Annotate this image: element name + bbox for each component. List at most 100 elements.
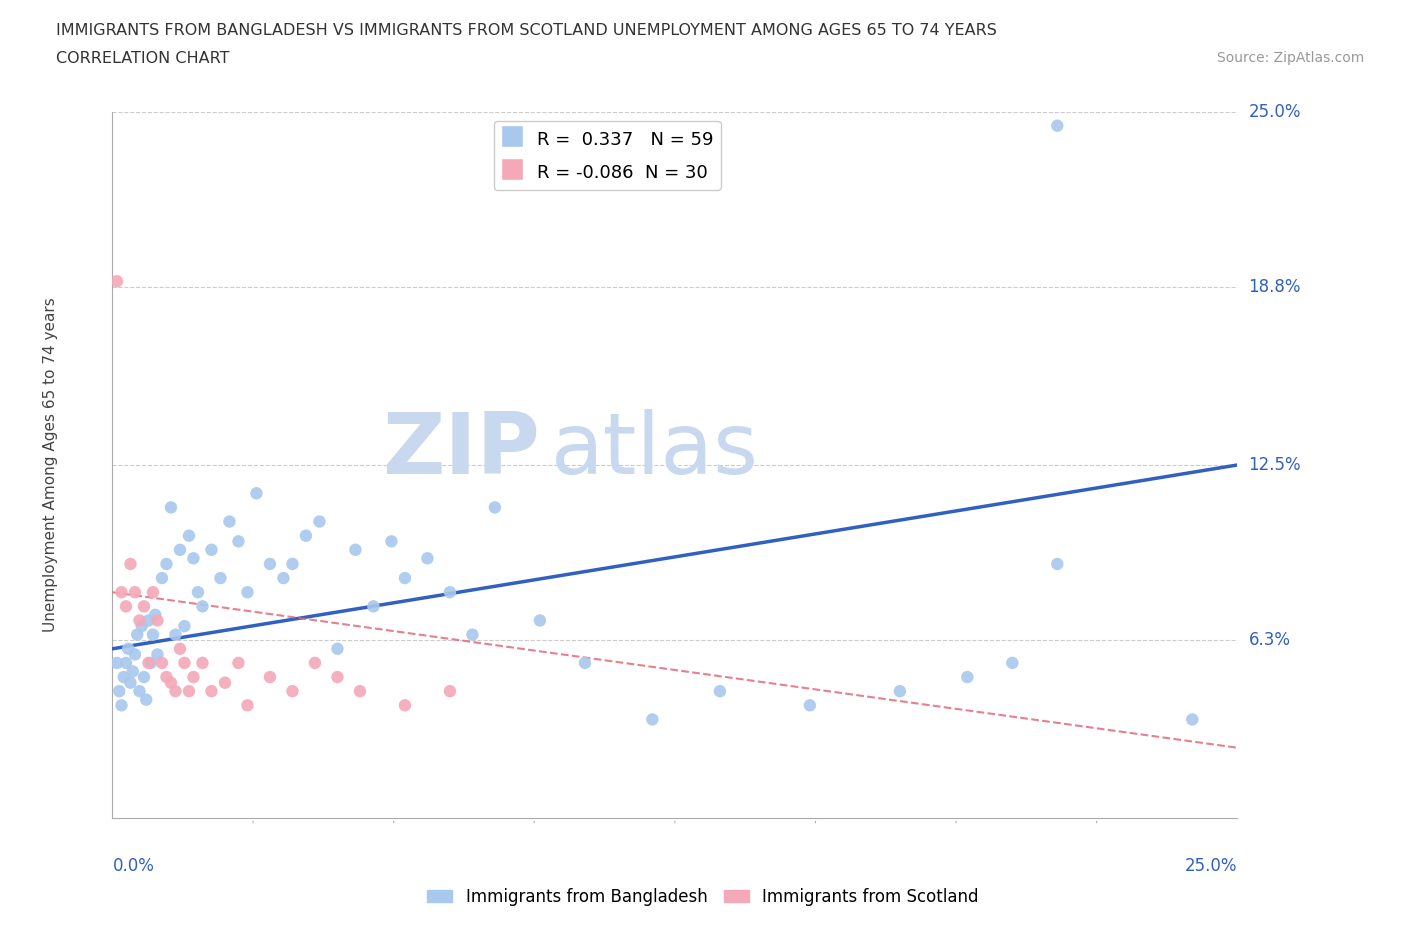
Point — [128, 613, 150, 628]
Point — [228, 656, 250, 671]
Point — [1181, 712, 1204, 727]
Point — [120, 556, 142, 571]
Point — [416, 551, 439, 565]
Point — [143, 607, 166, 622]
Point — [127, 627, 149, 642]
Point — [108, 684, 131, 698]
Point — [115, 599, 138, 614]
Point — [889, 684, 911, 698]
Point — [363, 599, 385, 614]
Point — [956, 670, 979, 684]
Point — [124, 585, 146, 600]
Point — [165, 627, 187, 642]
Text: 25.0%: 25.0% — [1185, 857, 1237, 875]
Point — [105, 273, 128, 288]
Point — [439, 684, 461, 698]
Text: 18.8%: 18.8% — [1249, 278, 1301, 296]
Point — [344, 542, 367, 557]
Point — [124, 647, 146, 662]
Text: Source: ZipAtlas.com: Source: ZipAtlas.com — [1216, 51, 1364, 65]
Point — [131, 618, 153, 633]
Point — [142, 585, 165, 600]
Text: CORRELATION CHART: CORRELATION CHART — [56, 51, 229, 66]
Point — [120, 675, 142, 690]
Point — [105, 656, 128, 671]
Point — [132, 670, 155, 684]
Point — [218, 514, 240, 529]
Legend: Immigrants from Bangladesh, Immigrants from Scotland: Immigrants from Bangladesh, Immigrants f… — [420, 881, 986, 912]
Point — [117, 642, 139, 657]
Legend: R =  0.337   N = 59, R = -0.086  N = 30: R = 0.337 N = 59, R = -0.086 N = 30 — [494, 121, 721, 190]
Point — [259, 556, 281, 571]
Point — [150, 656, 173, 671]
Point — [1046, 118, 1069, 133]
Point — [245, 485, 267, 500]
Point — [394, 698, 416, 712]
Point — [326, 642, 349, 657]
Point — [155, 556, 177, 571]
Point — [169, 542, 191, 557]
Point — [236, 698, 259, 712]
Point — [138, 656, 160, 671]
Point — [641, 712, 664, 727]
Point — [304, 656, 326, 671]
Point — [155, 670, 177, 684]
Point — [177, 684, 200, 698]
Text: 12.5%: 12.5% — [1249, 456, 1301, 474]
Point — [160, 675, 183, 690]
Point — [380, 534, 402, 549]
Point — [1046, 556, 1069, 571]
Point — [191, 656, 214, 671]
Point — [121, 664, 143, 679]
Point — [236, 585, 259, 600]
Text: atlas: atlas — [551, 409, 759, 492]
Point — [326, 670, 349, 684]
Point — [128, 684, 150, 698]
Point — [484, 500, 506, 515]
Point — [187, 585, 209, 600]
Point — [173, 656, 195, 671]
Point — [177, 528, 200, 543]
Point — [165, 684, 187, 698]
Point — [439, 585, 461, 600]
Point — [160, 500, 183, 515]
Point — [529, 613, 551, 628]
Text: 0.0%: 0.0% — [112, 857, 155, 875]
Point — [150, 571, 173, 586]
Point — [191, 599, 214, 614]
Text: 6.3%: 6.3% — [1249, 631, 1291, 649]
Text: ZIP: ZIP — [382, 409, 540, 492]
Point — [295, 528, 318, 543]
Point — [173, 618, 195, 633]
Point — [139, 656, 162, 671]
Point — [1001, 656, 1024, 671]
Point — [209, 571, 232, 586]
Point — [110, 585, 132, 600]
Point — [183, 551, 205, 565]
Point — [138, 613, 160, 628]
Point — [200, 684, 222, 698]
Point — [135, 692, 157, 707]
Point — [281, 684, 304, 698]
Point — [394, 571, 416, 586]
Point — [574, 656, 596, 671]
Text: Unemployment Among Ages 65 to 74 years: Unemployment Among Ages 65 to 74 years — [44, 298, 58, 632]
Point — [461, 627, 484, 642]
Point — [214, 675, 236, 690]
Point — [228, 534, 250, 549]
Point — [112, 670, 135, 684]
Point — [349, 684, 371, 698]
Point — [169, 642, 191, 657]
Point — [259, 670, 281, 684]
Point — [110, 698, 132, 712]
Point — [142, 627, 165, 642]
Point — [132, 599, 155, 614]
Point — [200, 542, 222, 557]
Point — [146, 647, 169, 662]
Point — [799, 698, 821, 712]
Point — [709, 684, 731, 698]
Point — [308, 514, 330, 529]
Point — [281, 556, 304, 571]
Point — [115, 656, 138, 671]
Point — [146, 613, 169, 628]
